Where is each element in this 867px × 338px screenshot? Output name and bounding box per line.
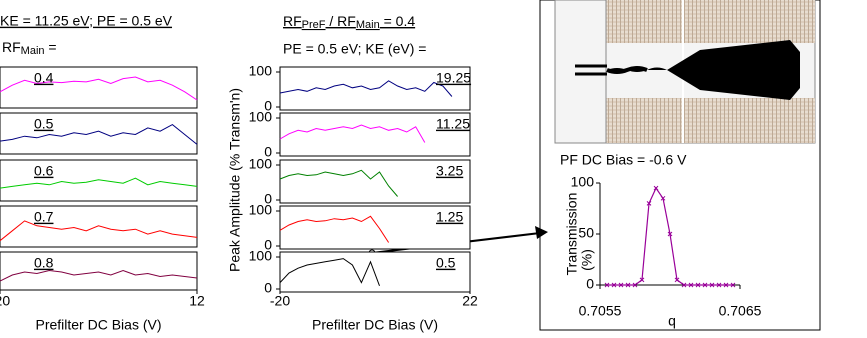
legend-title-part: RF (2, 39, 21, 55)
panel-frame (0, 206, 197, 247)
x-tick-label: 12 (189, 293, 205, 309)
panel-frame (0, 160, 197, 201)
legend-title-part: = (45, 39, 57, 55)
series-label: 0.5 (436, 255, 456, 271)
x-axis-label: Prefilter DC Bias (V) (35, 317, 161, 333)
series-label: 0.6 (34, 163, 54, 179)
y-tick-label: 100 (249, 202, 273, 218)
x-tick-label: -20 (270, 293, 290, 309)
y-tick-label: 0 (586, 276, 594, 292)
y-tick-label: 100 (249, 63, 273, 79)
panel-frame (0, 67, 197, 108)
chart-title-part: Main (356, 19, 380, 31)
legend-title: RFMain = (2, 39, 57, 57)
arrow-head (535, 226, 548, 239)
chart-title: PF DC Bias = -0.6 V (560, 152, 687, 168)
x-axis-label: Prefilter DC Bias (V) (312, 317, 438, 333)
y-tick-label: 100 (249, 109, 273, 125)
legend-title-part: Main (21, 45, 45, 57)
y-axis-label: (%) (579, 249, 595, 271)
chart-title-part: / RF (326, 13, 356, 29)
y-tick-label: 100 (571, 174, 595, 190)
chart-title-part: RF (283, 13, 302, 29)
series-label: 1.25 (436, 209, 463, 225)
figure: KE = 11.25 eV; PE = 0.5 eVRFMain =0.40.5… (0, 0, 867, 338)
series-label: 0.4 (34, 70, 54, 86)
chart-title-part: = 0.4 (380, 13, 416, 29)
trace (607, 188, 733, 285)
y-axis-label: Peak Amplitude (% Transm'n) (227, 88, 243, 272)
series-label: 3.25 (436, 163, 463, 179)
y-tick-label: 100 (249, 156, 273, 172)
x-tick-label: 0.7065 (719, 303, 762, 319)
x-tick-label: 0.7055 (579, 303, 622, 319)
chart-title: KE = 11.25 eV; PE = 0.5 eV (0, 13, 173, 29)
y-axis-label: Transmission (564, 193, 580, 276)
chart-title-part: PreF (302, 19, 326, 31)
chart-title: RFPreF / RFMain = 0.4 (283, 13, 415, 31)
x-axis-label: q (668, 313, 676, 329)
y-tick-label: 100 (249, 248, 273, 264)
series-label: 0.7 (34, 209, 54, 225)
legend-title: PE = 0.5 eV; KE (eV) = (283, 41, 426, 57)
panel-frame (0, 252, 197, 290)
series-label: 0.5 (34, 116, 54, 132)
x-tick-label: -20 (0, 293, 10, 309)
y-tick-label: 50 (578, 225, 594, 241)
series-label: 0.8 (34, 255, 54, 271)
x-tick-label: 22 (462, 293, 478, 309)
waveform-image (555, 0, 815, 143)
panel-frame (0, 113, 197, 154)
series-label: 11.25 (436, 116, 470, 132)
series-label: 19.25 (436, 70, 471, 86)
